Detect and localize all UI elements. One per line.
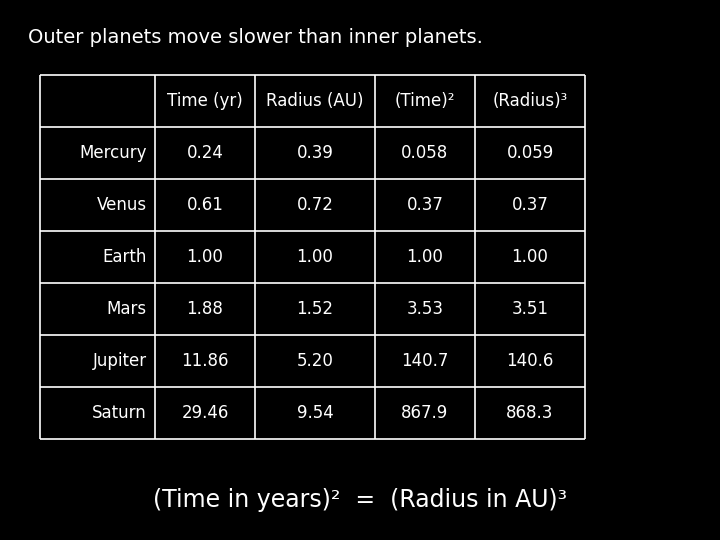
Text: Time (yr): Time (yr) (167, 92, 243, 110)
Text: 0.39: 0.39 (297, 144, 333, 162)
Text: 0.61: 0.61 (186, 196, 223, 214)
Text: 868.3: 868.3 (506, 404, 554, 422)
Text: 1.00: 1.00 (407, 248, 444, 266)
Text: 0.72: 0.72 (297, 196, 333, 214)
Text: 1.00: 1.00 (297, 248, 333, 266)
Text: 1.88: 1.88 (186, 300, 223, 318)
Text: Venus: Venus (97, 196, 147, 214)
Text: (Time in years)²  =  (Radius in AU)³: (Time in years)² = (Radius in AU)³ (153, 488, 567, 511)
Text: (Radius)³: (Radius)³ (492, 92, 567, 110)
Text: 3.51: 3.51 (511, 300, 549, 318)
Text: (Time)²: (Time)² (395, 92, 455, 110)
Text: 1.00: 1.00 (512, 248, 549, 266)
Text: 140.7: 140.7 (401, 352, 449, 370)
Text: 1.52: 1.52 (297, 300, 333, 318)
Text: Outer planets move slower than inner planets.: Outer planets move slower than inner pla… (28, 28, 483, 47)
Text: 0.058: 0.058 (401, 144, 449, 162)
Text: 0.37: 0.37 (512, 196, 549, 214)
Text: Saturn: Saturn (92, 404, 147, 422)
Text: 0.37: 0.37 (407, 196, 444, 214)
Text: 0.24: 0.24 (186, 144, 223, 162)
Text: Mercury: Mercury (79, 144, 147, 162)
Text: Earth: Earth (103, 248, 147, 266)
Text: Jupiter: Jupiter (93, 352, 147, 370)
Text: Mars: Mars (107, 300, 147, 318)
Text: 1.00: 1.00 (186, 248, 223, 266)
Text: 5.20: 5.20 (297, 352, 333, 370)
Text: 11.86: 11.86 (181, 352, 229, 370)
Text: 140.6: 140.6 (506, 352, 554, 370)
Text: 867.9: 867.9 (401, 404, 449, 422)
Text: Radius (AU): Radius (AU) (266, 92, 364, 110)
Text: 3.53: 3.53 (407, 300, 444, 318)
Text: 9.54: 9.54 (297, 404, 333, 422)
Text: 0.059: 0.059 (506, 144, 554, 162)
Text: 29.46: 29.46 (181, 404, 229, 422)
